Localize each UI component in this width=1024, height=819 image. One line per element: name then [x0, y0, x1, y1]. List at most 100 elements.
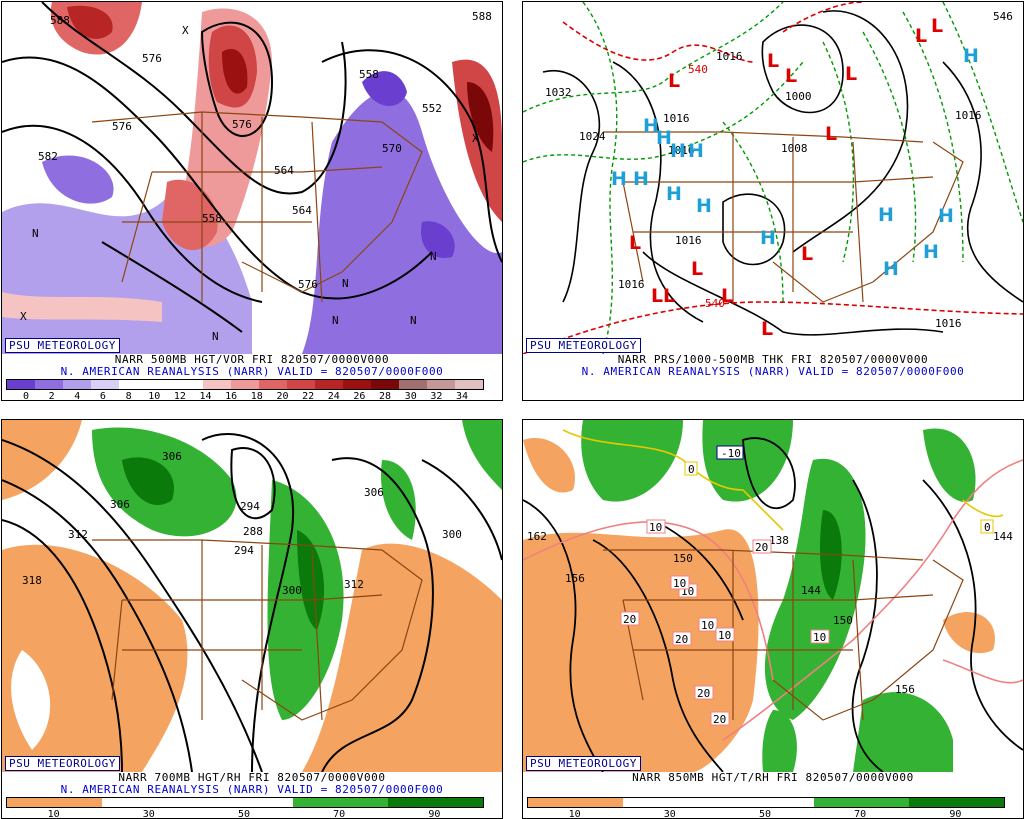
vorticity-min-marker: X: [20, 310, 27, 323]
colorbar-swatch: [35, 380, 63, 389]
colorbar-tick-label: 8: [125, 391, 132, 401]
panel-sfc-pressure-thickness: 1032 1024 1016 1016 1008 1000 1016 1016 …: [522, 1, 1024, 401]
colorbar-swatch: [203, 380, 231, 389]
colorbar-swatch: [718, 798, 814, 807]
contour-label: 156: [895, 683, 915, 696]
vorticity-max-marker: N: [332, 314, 339, 327]
colorbar-swatch: [119, 380, 147, 389]
contour-label: 150: [833, 614, 853, 627]
low-pressure-marker: L: [915, 25, 927, 47]
colorbar-tick-label: 20: [276, 391, 289, 401]
low-pressure-marker: L: [691, 258, 703, 280]
psu-meteorology-badge: PSU METEOROLOGY: [526, 756, 641, 771]
vorticity-max-marker: N: [430, 250, 437, 263]
low-pressure-marker: L: [721, 285, 733, 307]
temperature-labels: -10 0 0 10 10 10 10 10 20 20 20 20 20: [620, 445, 994, 726]
colorbar-tick-label: 10: [148, 391, 161, 401]
contour-label: 576: [232, 118, 252, 131]
colorbar-swatch: [231, 380, 259, 389]
low-pressure-marker: L: [931, 15, 943, 37]
colorbar-swatch: [197, 798, 293, 807]
colorbar-tick-label: 10: [47, 809, 60, 819]
colorbar-tick-label: 16: [225, 391, 238, 401]
colorbar: [6, 379, 484, 390]
colorbar-tick-label: 34: [455, 391, 469, 401]
panel-subtitle: N. AMERICAN REANALYSIS (NARR) VALID = 82…: [581, 365, 965, 378]
thickness-label: 540: [705, 297, 725, 310]
contour-label: 156: [565, 572, 585, 585]
psu-meteorology-badge: PSU METEOROLOGY: [5, 338, 120, 353]
isobar-label: 1016: [663, 112, 690, 125]
contour-label: 288: [243, 525, 263, 538]
colorbar-swatch: [387, 798, 484, 807]
high-pressure-marker: H: [656, 127, 672, 149]
colorbar-swatch: [147, 380, 175, 389]
map-700mb: [2, 420, 502, 772]
low-pressure-marker: L: [845, 63, 857, 85]
low-pressure-marker: L: [767, 50, 779, 72]
p1-labels: 588 576 582 576 564 558 576 588 576 558 …: [20, 10, 492, 343]
temperature-label: 0: [688, 463, 695, 476]
colorbar-tick-label: 26: [353, 391, 366, 401]
high-pressure-marker: H: [760, 227, 776, 249]
panel-title: NARR 500MB HGT/VOR FRI 820507/0000V000: [114, 353, 390, 366]
psu-meteorology-badge: PSU METEOROLOGY: [526, 338, 641, 353]
thickness-label: 540: [688, 63, 708, 76]
contour-label: 144: [993, 530, 1013, 543]
vorticity-min-marker: X: [182, 24, 189, 37]
temperature-label: 20: [675, 633, 688, 646]
contour-label: 312: [344, 578, 364, 591]
colorbar-swatch: [7, 798, 103, 807]
colorbar-tick-label: 4: [74, 391, 81, 401]
low-pressure-marker: L: [785, 65, 797, 87]
high-pressure-marker: H: [670, 140, 686, 162]
contour-label: 312: [68, 528, 88, 541]
contour-label: 144: [801, 584, 821, 597]
temperature-label: 10: [673, 577, 686, 590]
colorbar-swatch: [371, 380, 399, 389]
contour-label: 558: [359, 68, 379, 81]
temperature-label: 10: [701, 619, 714, 632]
vorticity-max-marker: N: [212, 330, 219, 343]
colorbar-tick-label: 18: [250, 391, 263, 401]
colorbar-tick-label: 0: [22, 391, 30, 401]
colorbar: [6, 797, 484, 808]
temperature-label: 10: [718, 629, 731, 642]
colorbar-tick-label: 50: [758, 809, 772, 819]
temperature-label: 20: [713, 713, 726, 726]
contour-label: 318: [22, 574, 42, 587]
contour-label: 558: [202, 212, 222, 225]
isobar-label: 1016: [618, 278, 645, 291]
high-pressure-marker: H: [696, 195, 712, 217]
temperature-label: -10: [721, 447, 741, 460]
psu-meteorology-badge: PSU METEOROLOGY: [5, 756, 120, 771]
low-pressure-marker: L: [801, 243, 813, 265]
p2-labels: 1032 1024 1016 1016 1008 1000 1016 1016 …: [545, 10, 1013, 340]
colorbar-tick-label: 32: [430, 391, 443, 401]
contour-label: 150: [673, 552, 693, 565]
contour-label: 138: [769, 534, 789, 547]
panel-title: NARR 700MB HGT/RH FRI 820507/0000V000: [118, 771, 386, 784]
colorbar-swatch: [343, 380, 371, 389]
temperature-label: 20: [623, 613, 636, 626]
isobar-label: 1016: [935, 317, 962, 330]
temperature-label: 10: [649, 521, 662, 534]
temperature-label: 20: [697, 687, 710, 700]
vorticity-max-marker: N: [342, 277, 349, 290]
low-pressure-marker: L: [663, 285, 675, 307]
contour-label: 552: [422, 102, 442, 115]
colorbar-swatch: [813, 798, 909, 807]
low-pressure-marker: L: [629, 232, 641, 254]
contour-label: 570: [382, 142, 402, 155]
contour-label: 576: [142, 52, 162, 65]
high-pressure-marker: H: [923, 241, 939, 263]
panel-700mb-hgt-rh: 318 312 306 294 288 294 300 306 312 300 …: [1, 419, 503, 819]
colorbar-swatch: [528, 798, 624, 807]
temperature-label: 10: [813, 631, 826, 644]
p3-labels: 318 312 306 294 288 294 300 306 312 300 …: [22, 450, 462, 597]
colorbar-swatch: [292, 798, 388, 807]
contour-label: 582: [38, 150, 58, 163]
map-850mb: [523, 420, 1023, 772]
colorbar-tick-label: 2: [48, 391, 55, 401]
colorbar-swatch: [175, 380, 203, 389]
